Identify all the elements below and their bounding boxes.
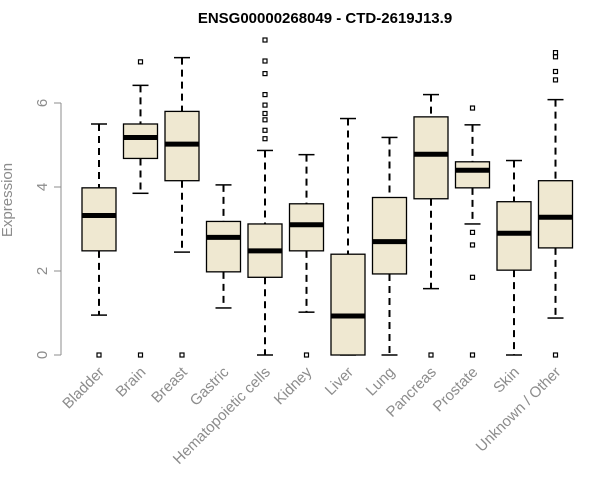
- category-label: Skin: [490, 364, 523, 397]
- outlier-point: [262, 136, 268, 142]
- box-brain: [122, 59, 159, 358]
- box-unknown-other: [537, 49, 574, 358]
- outlier-point: [469, 274, 476, 280]
- outlier-point: [262, 70, 268, 77]
- y-axis-label: Expression: [0, 163, 16, 237]
- box-body: [537, 180, 574, 249]
- box-body: [496, 201, 532, 271]
- boxes: [81, 37, 574, 358]
- box-breast: [164, 56, 200, 358]
- outlier-point: [469, 229, 476, 235]
- outlier-point: [137, 59, 144, 65]
- outlier-point: [96, 352, 102, 358]
- outlier-point: [262, 110, 268, 117]
- y-tick-label: 4: [34, 183, 51, 191]
- outlier-point: [469, 105, 476, 111]
- box-liver: [330, 117, 366, 356]
- box-body: [81, 187, 117, 252]
- category-label: Bladder: [59, 364, 108, 413]
- chart-title: ENSG00000268049 - CTD-2619J13.9: [198, 10, 452, 27]
- box-kidney: [288, 153, 325, 358]
- outlier-point: [552, 68, 559, 75]
- box-bladder: [81, 123, 117, 358]
- outlier-point: [262, 102, 268, 108]
- outlier-point: [137, 352, 144, 358]
- outlier-point: [179, 352, 185, 358]
- outlier-point: [262, 37, 268, 43]
- category-label: Lung: [363, 364, 399, 400]
- outlier-point: [552, 49, 559, 56]
- category-label: Prostate: [430, 364, 482, 416]
- box-pancreas: [413, 93, 449, 358]
- outlier-point: [552, 352, 559, 358]
- box-skin: [496, 159, 532, 356]
- category-label: Liver: [322, 364, 357, 399]
- category-label: Brain: [113, 364, 150, 401]
- outlier-point: [262, 117, 268, 123]
- outlier-point: [469, 352, 476, 358]
- box-body: [413, 116, 449, 200]
- category-label: Breast: [148, 363, 191, 406]
- y-tick-label: 2: [34, 267, 51, 275]
- box-lung: [371, 136, 408, 356]
- outlier-point: [262, 58, 268, 64]
- box-prostate: [454, 105, 491, 358]
- y-tick-label: 0: [34, 351, 51, 359]
- y-ticks: 0 2 4 6: [34, 99, 61, 359]
- outlier-point: [262, 91, 268, 98]
- box-body: [122, 123, 159, 160]
- box-body: [330, 253, 366, 356]
- outlier-point: [303, 352, 310, 358]
- category-label: Kidney: [271, 363, 316, 408]
- box-gastric: [205, 184, 242, 309]
- outlier-point: [552, 77, 559, 83]
- outlier-point: [552, 54, 559, 60]
- box-body: [371, 196, 408, 275]
- outlier-point: [262, 127, 268, 133]
- box-body: [205, 220, 242, 273]
- outlier-point: [428, 352, 434, 358]
- box-hematopoietic-cells: [247, 37, 283, 356]
- y-tick-label: 6: [34, 99, 51, 107]
- box-body: [454, 161, 491, 189]
- box-body: [288, 203, 325, 252]
- outlier-point: [469, 242, 476, 248]
